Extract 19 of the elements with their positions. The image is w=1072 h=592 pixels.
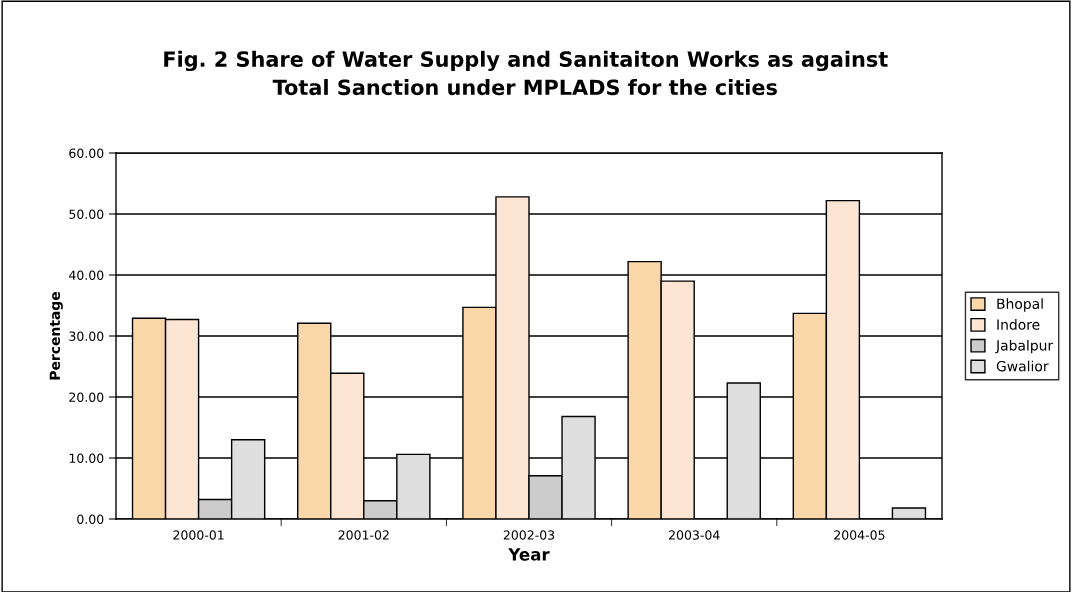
legend-label: Indore: [997, 319, 1040, 330]
y-tick-label: 20.00: [69, 392, 104, 402]
y-tick-label: 60.00: [69, 148, 104, 158]
legend-label: Bhopal: [997, 298, 1043, 312]
y-tick-label: 0.00: [77, 514, 104, 524]
x-tick-label: 2000-01: [173, 530, 224, 540]
chart-title: Fig. 2 Share of Water Supply and Sanitaiton Works as against Total Sanction under MPLADS for the cities: [164, 50, 888, 96]
x-tick-label: 2002-03: [503, 530, 555, 540]
x-tick-label: 2004-05: [834, 530, 885, 540]
legend-label: Gwalior: [996, 360, 1049, 372]
x-axis-title: Year: [508, 548, 550, 561]
legend-label: Jabalpur: [995, 339, 1054, 354]
x-tick-label: 2003-04: [669, 530, 720, 540]
y-tick-label: 30.00: [69, 331, 104, 341]
y-tick-label: 40.00: [69, 270, 104, 280]
y-tick-label: 10.00: [69, 453, 104, 463]
y-axis-title: Percentage: [49, 291, 63, 380]
x-tick-label: 2001-02: [338, 530, 389, 540]
y-tick-label: 50.00: [69, 209, 104, 219]
